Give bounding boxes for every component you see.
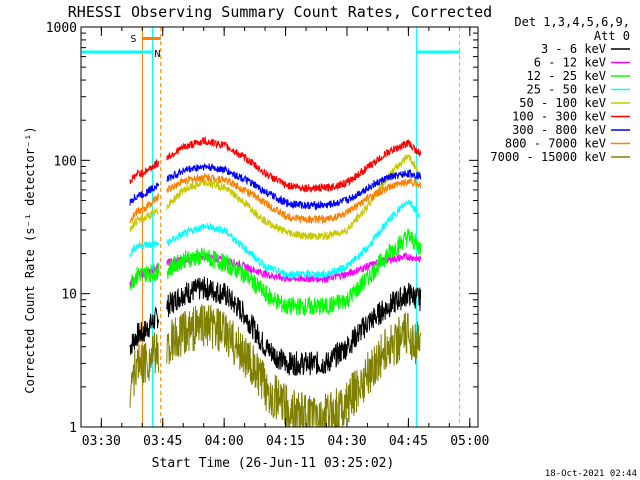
y-tick-label: 1000 [46, 21, 77, 36]
x-tick-label: 04:00 [205, 434, 244, 449]
legend-entry-label: 100 - 300 keV [512, 110, 606, 124]
legend-entry-label: 3 - 6 keV [541, 42, 606, 56]
plot-frame [80, 26, 479, 428]
series-line-8-seg-1 [166, 304, 422, 429]
legend-header-line-2: Att 0 [594, 29, 630, 43]
legend-entry-label: 300 - 800 keV [512, 123, 606, 137]
legend-entry-label: 7000 - 15000 keV [490, 150, 606, 164]
footer-timestamp: 18-Oct-2021 02:44 [545, 469, 637, 479]
legend-entry-label: 12 - 25 keV [527, 69, 606, 83]
flag-label-s: S [130, 34, 136, 45]
series-line-3-seg-0 [129, 240, 160, 258]
series-line-3-seg-1 [166, 199, 421, 280]
legend-entry-label: 25 - 50 keV [527, 83, 606, 97]
x-tick-label: 04:30 [327, 434, 366, 449]
series-line-0-seg-0 [129, 306, 160, 355]
series-line-2-seg-0 [129, 262, 160, 291]
chart-title: RHESSI Observing Summary Count Rates, Co… [68, 3, 492, 21]
legend-entry-label: 50 - 100 keV [519, 96, 606, 110]
y-tick-label: 100 [54, 154, 77, 169]
series-line-5-seg-0 [129, 158, 160, 185]
series-line-7-seg-1 [166, 173, 422, 225]
x-tick-label: 03:30 [82, 434, 121, 449]
series-line-0-seg-1 [166, 276, 422, 377]
legend-entry-label: 6 - 12 keV [534, 56, 606, 70]
series-line-4-seg-0 [129, 207, 159, 233]
x-tick-label: 04:15 [266, 434, 305, 449]
x-tick-label: 05:00 [450, 434, 489, 449]
x-tick-label: 03:45 [143, 434, 182, 449]
plot-area: S N 1 10 100 1000 03:30 03:45 04:00 04:15 04:30 04:… [46, 21, 490, 449]
series-line-5-seg-1 [166, 135, 422, 193]
legend-header-line-1: Det 1,3,4,5,6,9, [514, 15, 630, 29]
y-axis-label: Corrected Count Rate (s⁻¹ detector⁻¹) [23, 126, 37, 393]
flag-label-n: N [155, 49, 161, 60]
y-tick-label: 1 [69, 421, 77, 436]
y-tick-label: 10 [61, 288, 77, 303]
x-axis-label: Start Time (26-Jun-11 03:25:02) [152, 456, 395, 471]
legend-entry-label: 800 - 7000 keV [505, 137, 606, 151]
series-line-7-seg-0 [129, 193, 160, 224]
series-line-6-seg-1 [166, 163, 422, 211]
x-tick-label: 04:45 [389, 434, 428, 449]
series-line-8-seg-0 [129, 332, 160, 408]
series-line-6-seg-0 [129, 182, 160, 206]
series-line-2-seg-1 [166, 227, 422, 316]
